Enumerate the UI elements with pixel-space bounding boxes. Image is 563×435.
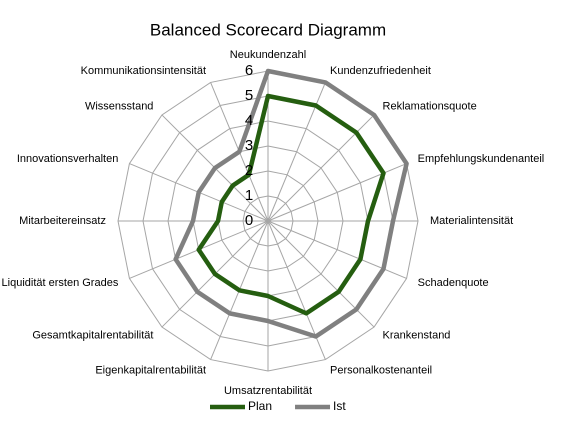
category-label: Schadenquote <box>418 277 489 289</box>
category-label: Umsatzrentabilität <box>224 385 312 397</box>
tick-label: 2 <box>245 162 253 179</box>
tick-label: 0 <box>245 212 253 229</box>
series <box>173 68 409 339</box>
category-label: Innovationsverhalten <box>17 153 119 165</box>
category-label: Neukundenzahl <box>230 49 306 61</box>
legend: Plan Ist <box>210 399 346 413</box>
tick-label: 3 <box>245 137 253 154</box>
series-line <box>173 68 409 339</box>
category-label: Materialintensität <box>430 215 513 227</box>
category-label: Empfehlungskundenanteil <box>418 153 545 165</box>
category-label: Gesamtkapitalrentabilität <box>32 329 153 341</box>
series-line <box>196 93 386 316</box>
category-label: Personalkostenanteil <box>330 365 432 377</box>
legend-label: Ist <box>333 399 346 413</box>
tick-label: 6 <box>245 62 253 79</box>
category-label: Kundenzufriedenheit <box>330 65 431 77</box>
category-label: Reklamationsquote <box>383 100 477 112</box>
category-label: Eigenkapitalrentabilität <box>95 365 206 377</box>
tick-label: 5 <box>245 87 253 104</box>
category-label: Kommunikationsintensität <box>81 65 206 77</box>
category-label: Mitarbeitereinsatz <box>19 215 106 227</box>
tick-label: 4 <box>245 112 253 129</box>
chart-title: Balanced Scorecard Diagramm <box>150 20 386 39</box>
category-label: Krankenstand <box>383 329 451 341</box>
category-label: Liquidität ersten Grades <box>2 277 119 289</box>
legend-label: Plan <box>248 399 272 413</box>
category-label: Wissensstand <box>85 100 153 112</box>
tick-label: 1 <box>245 187 253 204</box>
